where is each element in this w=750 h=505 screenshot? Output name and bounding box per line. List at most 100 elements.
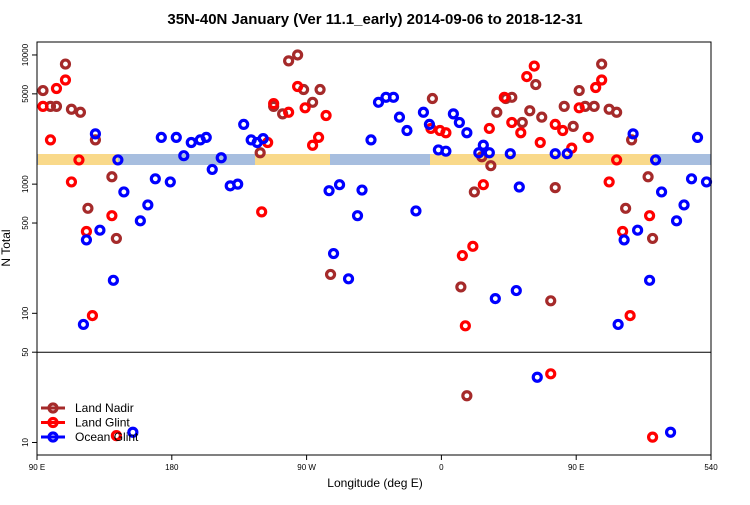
point [82, 202, 94, 214]
point [545, 295, 557, 307]
point [73, 154, 85, 166]
point [333, 179, 346, 191]
point [477, 139, 489, 151]
point [513, 181, 525, 193]
point [206, 163, 218, 176]
point [324, 268, 337, 281]
point [94, 224, 106, 236]
point [573, 102, 585, 114]
point [617, 225, 629, 238]
point [506, 116, 518, 129]
point [700, 176, 713, 188]
point [292, 80, 304, 93]
point [134, 215, 146, 227]
point [393, 111, 406, 123]
point [118, 186, 130, 198]
point [611, 106, 623, 118]
point [626, 134, 638, 146]
point [530, 78, 542, 91]
point [410, 205, 422, 217]
point [558, 100, 570, 112]
point [573, 84, 585, 97]
plot-frame [36, 41, 712, 456]
point [80, 234, 93, 246]
point [596, 74, 608, 86]
point [106, 210, 118, 222]
point [185, 136, 197, 149]
point [477, 179, 489, 191]
point [642, 171, 654, 183]
point [320, 109, 332, 122]
point [254, 147, 266, 159]
point [110, 430, 122, 442]
point [59, 74, 72, 86]
point [536, 111, 548, 123]
point [89, 134, 102, 146]
point [306, 96, 319, 108]
point [531, 371, 543, 383]
point [106, 171, 118, 183]
point [504, 148, 516, 160]
point [401, 124, 413, 137]
point [200, 131, 212, 144]
point [624, 309, 636, 322]
point [485, 160, 497, 172]
point [387, 91, 400, 103]
x-tick-label: 180 [165, 463, 179, 472]
legend-label: Land Nadir [75, 401, 134, 415]
point [440, 145, 452, 157]
point [142, 199, 154, 211]
point [467, 240, 479, 252]
point [440, 127, 452, 139]
legend-label: Ocean Glint [75, 430, 139, 444]
point [80, 225, 93, 238]
point [590, 81, 602, 94]
point [283, 55, 295, 67]
point [50, 82, 63, 95]
point [65, 176, 78, 188]
point [461, 127, 473, 139]
point [323, 185, 335, 197]
point [646, 232, 659, 245]
point [417, 106, 430, 118]
point [356, 184, 368, 196]
legend-marker [47, 431, 59, 443]
point [491, 106, 503, 118]
point [483, 122, 495, 135]
point [89, 128, 102, 140]
point [678, 199, 690, 211]
point [534, 136, 546, 149]
point [306, 139, 319, 151]
point [521, 71, 533, 83]
point [643, 274, 656, 286]
point [447, 108, 459, 120]
point [232, 178, 244, 190]
point [510, 284, 522, 297]
chart-title: 35N-40N January (Ver 11.1_early) 2014-09… [167, 11, 582, 28]
point [459, 320, 471, 332]
point [461, 390, 473, 402]
legend-label: Land Glint [75, 416, 130, 430]
point [256, 206, 268, 218]
point [596, 58, 608, 70]
point [620, 202, 632, 214]
point [107, 274, 119, 286]
point [627, 128, 639, 140]
point [603, 176, 615, 188]
point [664, 426, 677, 438]
point [257, 133, 269, 145]
y-tick-label: 500 [21, 216, 30, 230]
point [612, 318, 624, 331]
point [65, 103, 78, 115]
point [453, 116, 465, 129]
point [515, 127, 527, 139]
point [327, 247, 340, 260]
point [473, 147, 485, 159]
point [44, 134, 57, 146]
point [268, 98, 280, 110]
point [86, 309, 99, 322]
point [455, 281, 467, 293]
point [372, 96, 385, 108]
point [215, 152, 227, 164]
y-tick-label: 1000 [21, 175, 30, 193]
